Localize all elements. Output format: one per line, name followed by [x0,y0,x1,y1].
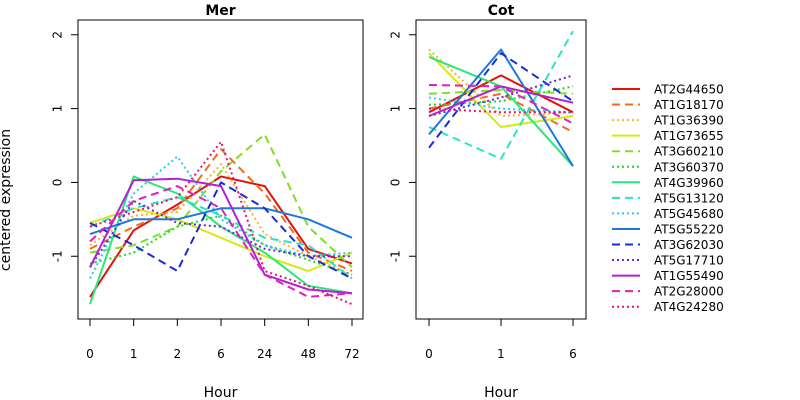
x-tick-label-mer: 0 [86,347,94,361]
series-line-cot-at4g24280 [428,107,573,114]
y-tick-label-mer: -1 [51,250,65,262]
series-line-cot-at1g73655 [428,52,574,128]
legend-label-at4g39960: AT4G39960 [654,176,724,190]
series-line-cot-at5g45680 [428,96,574,114]
x-axis-label-cot: Hour [484,385,518,400]
series-line-mer-at3g60210 [89,133,353,269]
legend-label-at2g28000: AT2G28000 [654,285,724,299]
series-line-cot-at2g28000 [428,84,574,125]
series-line-cot-at3g60370 [428,85,574,106]
legend-label-at5g17710: AT5G17710 [654,254,724,268]
series-line-mer-at2g44650 [89,175,353,298]
series-line-mer-at5g55220 [89,207,353,239]
series-line-cot-at5g13120 [428,30,574,160]
legend-label-at2g44650: AT2G44650 [654,83,724,97]
panel-cot: Cot -1 0 1 2 0 1 6 Hour [389,3,587,400]
series-line-cot-at3g62030 [428,52,574,149]
y-tick-label-cot: -1 [389,250,403,262]
x-axis-label-mer: Hour [204,385,238,400]
series-line-cot-at4g39960 [428,55,574,167]
x-tick-label-mer: 72 [344,347,359,361]
series-line-cot-at3g60210 [428,89,574,95]
y-tick-label-mer: 0 [51,179,65,187]
legend-label-at5g55220: AT5G55220 [654,222,724,236]
series-line-mer-at1g36390 [89,163,353,276]
legend-label-at4g24280: AT4G24280 [654,300,724,314]
x-tick-label-mer: 6 [217,347,225,361]
y-tick-label-cot: 2 [389,31,403,39]
series-line-mer-at3g60370 [89,214,353,276]
series-line-mer-at4g24280 [89,140,353,306]
y-axis-label: centered expression [0,129,14,271]
x-tick-label-cot: 6 [569,347,577,361]
series-line-mer-at2g28000 [89,185,353,298]
series-line-mer-at1g73655 [89,207,353,272]
x-tick-label-mer: 2 [174,347,182,361]
legend-label-at1g36390: AT1G36390 [654,114,724,128]
y-tick-label-cot: 1 [389,105,403,113]
panel-title-mer: Mer [205,3,235,19]
legend-label-at3g60210: AT3G60210 [654,145,724,159]
y-tick-label-mer: 2 [51,31,65,39]
series-line-cot-at2g44650 [428,74,574,114]
series-line-cot-at1g36390 [428,48,574,117]
legend-label-at5g45680: AT5G45680 [654,207,724,221]
x-tick-label-mer: 24 [257,347,272,361]
x-tick-label-cot: 1 [497,347,505,361]
legend-label-at3g60370: AT3G60370 [654,160,724,174]
series-line-mer-at5g17710 [89,199,352,268]
series-line-mer-at1g18170 [89,148,353,272]
plot-frame-mer [77,19,364,320]
x-tick-label-cot: 0 [425,347,433,361]
legend-label-at3g62030: AT3G62030 [654,238,724,252]
series-line-mer-at5g45680 [89,155,353,279]
y-tick-label-mer: 1 [51,105,65,113]
panel-title-cot: Cot [488,3,515,19]
x-tick-label-mer: 48 [301,347,316,361]
x-tick-label-mer: 1 [130,347,138,361]
y-tick-label-cot: 0 [389,179,403,187]
series-line-mer-at4g39960 [89,175,353,305]
series-line-mer-at1g55490 [89,177,353,295]
legend-label-at5g13120: AT5G13120 [654,191,724,205]
legend-label-at1g18170: AT1G18170 [654,98,724,112]
legend-label-at1g55490: AT1G55490 [654,269,724,283]
panel-mer: Mer -1 0 1 2 0 1 2 6 24 48 72 Hour [51,3,364,400]
legend-label-at1g73655: AT1G73655 [654,129,724,143]
